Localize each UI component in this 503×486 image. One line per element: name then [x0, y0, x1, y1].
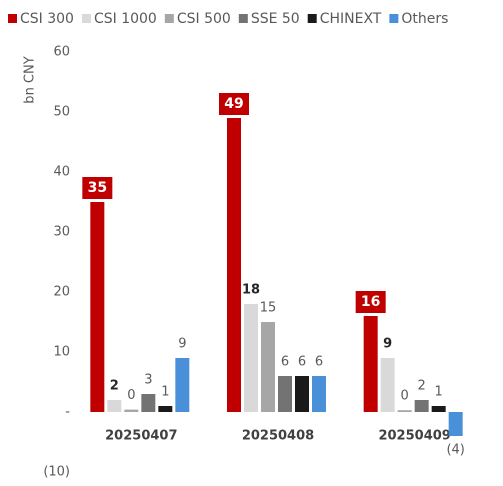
legend-label: CHINEXT: [320, 11, 382, 27]
legend-swatch: [238, 14, 248, 23]
value-label: 6: [315, 355, 323, 370]
value-label-box: [82, 177, 113, 199]
y-tick-label: 60: [53, 45, 70, 60]
bar: [124, 409, 139, 412]
x-tick-label: 20250407: [105, 429, 177, 444]
value-label: 18: [242, 283, 260, 298]
legend-swatch: [307, 14, 317, 23]
legend-label: CSI 1000: [94, 11, 157, 27]
value-label: 3: [144, 373, 152, 388]
bar: [431, 406, 446, 412]
y-axis-label: bn CNY: [23, 56, 38, 103]
value-label: 1: [161, 385, 169, 400]
legend-swatch: [389, 14, 399, 23]
value-label: 49: [224, 96, 243, 112]
legend-label: Others: [401, 11, 448, 27]
bar: [312, 376, 326, 412]
value-label: 2: [110, 379, 119, 394]
y-tick-label: 20: [53, 285, 70, 300]
bar: [107, 400, 122, 412]
bar: [414, 400, 429, 412]
value-label: 16: [361, 294, 380, 310]
y-tick-label: 10: [53, 345, 70, 360]
value-label: 9: [383, 337, 392, 352]
value-label: 9: [178, 337, 186, 352]
legend-label: SSE 50: [251, 11, 300, 27]
x-tick-label: 20250408: [242, 429, 314, 444]
y-tick-label: 40: [53, 165, 70, 180]
legend-swatch: [81, 14, 91, 23]
y-tick-label: 50: [53, 105, 70, 120]
bar: [141, 394, 156, 412]
y-tick-label: (10): [43, 465, 70, 480]
value-label: 35: [88, 180, 107, 196]
bar: [175, 358, 190, 412]
legend-swatch: [8, 14, 17, 23]
legend-swatch: [164, 14, 174, 23]
value-label: 6: [298, 355, 306, 370]
bar: [158, 406, 173, 412]
bar: [363, 316, 378, 412]
legend-label: CSI 500: [177, 11, 231, 27]
bar: [448, 412, 463, 436]
value-label: 0: [401, 389, 409, 404]
y-tick-label: -: [65, 405, 70, 420]
bar: [278, 376, 292, 412]
value-label: 15: [260, 301, 277, 316]
bar: [227, 118, 241, 412]
legend-label: CSI 300: [20, 11, 74, 27]
value-label: (4): [446, 443, 464, 458]
bar: [380, 358, 395, 412]
y-tick-label: 30: [53, 225, 70, 240]
value-label: 1: [435, 385, 443, 400]
bar: [90, 202, 105, 412]
bar: [244, 304, 258, 412]
value-label-box: [219, 93, 249, 115]
value-label: 2: [418, 379, 426, 394]
x-tick-label: 20250409: [378, 429, 450, 444]
value-label: 6: [281, 355, 289, 370]
value-label-box: [355, 291, 386, 313]
value-label: 0: [127, 388, 135, 403]
bar: [261, 322, 275, 412]
bar: [397, 410, 412, 412]
bar: [295, 376, 309, 412]
